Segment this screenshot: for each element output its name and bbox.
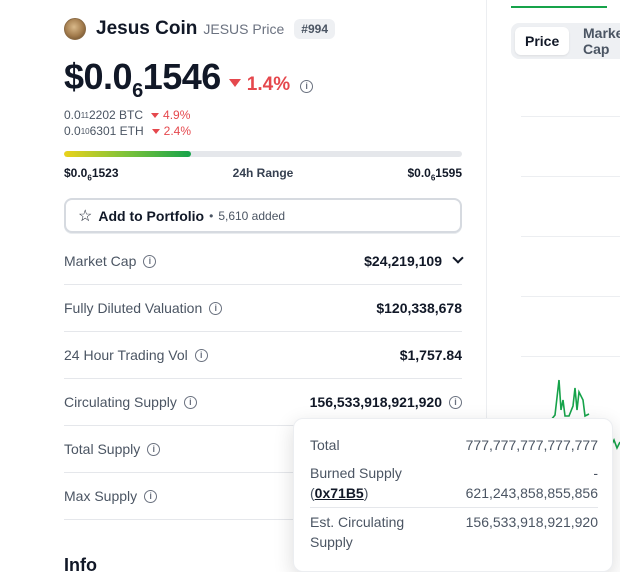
chart-gridline [521,296,620,297]
chart-gridline [521,236,620,237]
coin-symbol-label: JESUS Price [203,21,285,37]
stat-value: $24,219,109 [364,253,442,269]
chart-gridline [521,176,620,177]
info-icon[interactable]: i [183,395,197,409]
stat-row-market-cap: Market Cap i $24,219,109 [64,238,464,285]
tooltip-burned-row: Burned Supply (0x71B5) - 621,243,858,855… [310,465,598,501]
range-low: $0.061523 [64,166,119,183]
chart-panel: Price Market Cap [487,0,620,572]
star-icon: ☆ [78,207,93,225]
info-icon[interactable]: i [300,79,314,93]
range-fill [64,151,192,157]
info-icon[interactable]: i [144,489,158,503]
stat-value: $1,757.84 [399,347,462,363]
btc-change: 4.9% [151,108,190,122]
price-change: 1.4% [228,74,290,96]
triangle-down-icon [151,112,160,118]
tooltip-total-value: 777,777,777,777,777 [465,437,598,453]
stat-label: Circulating Supply [64,394,177,410]
stat-value: 156,533,918,921,920 [309,394,442,410]
tooltip-total-label: Total [310,437,340,453]
portfolio-added-count: 5,610 added [218,208,286,223]
range-high: $0.061595 [407,166,462,183]
stat-label: Fully Diluted Valuation [64,300,203,316]
stat-label: Max Supply [64,488,138,504]
btc-price: 0.0 11 2202 BTC 4.9% [64,108,191,122]
eth-price: 0.0 10 6301 ETH 2.4% [64,124,191,138]
chart-tab-group: Price Market Cap [511,23,620,59]
stat-row-fdv: Fully Diluted Valuation i $120,338,678 [64,285,462,332]
rank-badge: #994 [294,19,335,39]
stat-label: Total Supply [64,441,141,457]
add-to-portfolio-button[interactable]: ☆ Add to Portfolio • 5,610 added [64,198,462,233]
tooltip-est-row: Est. Circulating Supply 156,533,918,921,… [310,514,598,550]
triangle-down-icon [151,128,160,134]
stat-label: Market Cap [64,253,137,269]
active-section-underline [511,6,607,8]
tooltip-est-value: 156,533,918,921,920 [465,514,598,530]
stat-row-max-supply: Max Supply i [64,473,462,520]
stats-table: Market Cap i $24,219,109 Fully Diluted Va… [64,238,464,520]
tooltip-separator [310,507,598,508]
stat-row-total-supply: Total Supply i [64,426,462,473]
triangle-down-icon [228,79,241,87]
portfolio-label: Add to Portfolio [98,207,205,224]
coin-header: Jesus Coin JESUS Price #994 [64,18,335,40]
info-icon[interactable]: i [147,442,161,456]
chart-gridline [521,356,620,357]
tab-price[interactable]: Price [515,27,570,55]
info-heading: Info [64,555,97,572]
stat-label: 24 Hour Trading Vol [64,347,188,363]
info-icon[interactable]: i [209,301,223,315]
info-icon[interactable]: i [449,395,462,409]
stat-row-trading-vol: 24 Hour Trading Vol i $1,757.84 [64,332,462,379]
chevron-down-icon[interactable] [452,252,464,264]
info-icon[interactable]: i [143,254,157,268]
tooltip-burned-sign: - [593,465,598,481]
range-label: 24h Range [232,166,294,180]
price-row: $0.061546 1.4% i [64,56,314,103]
tooltip-burned-label: Burned Supply [310,465,402,481]
tooltip-burned-value: 621,243,858,855,856 [465,485,598,501]
stat-value: $120,338,678 [376,300,462,316]
eth-change: 2.4% [151,124,191,138]
coin-logo [64,18,86,40]
column-divider [486,0,487,572]
supply-tooltip: Total 777,777,777,777,777 Burned Supply … [293,418,613,572]
tooltip-total-row: Total 777,777,777,777,777 [310,435,598,455]
range-labels: $0.061523 24h Range $0.061595 [64,166,462,182]
coin-name: Jesus Coin [96,18,198,39]
range-bar [64,151,462,157]
stat-row-circulating-supply: Circulating Supply i 156,533,918,921,920 i [64,379,462,426]
info-icon[interactable]: i [194,348,208,362]
current-price: $0.061546 [64,56,221,102]
burned-address-link[interactable]: 0x71B5 [314,485,364,501]
tooltip-est-label: Est. Circulating [310,514,405,530]
tab-market-cap[interactable]: Market Cap [583,25,620,57]
chart-gridline [521,116,620,117]
